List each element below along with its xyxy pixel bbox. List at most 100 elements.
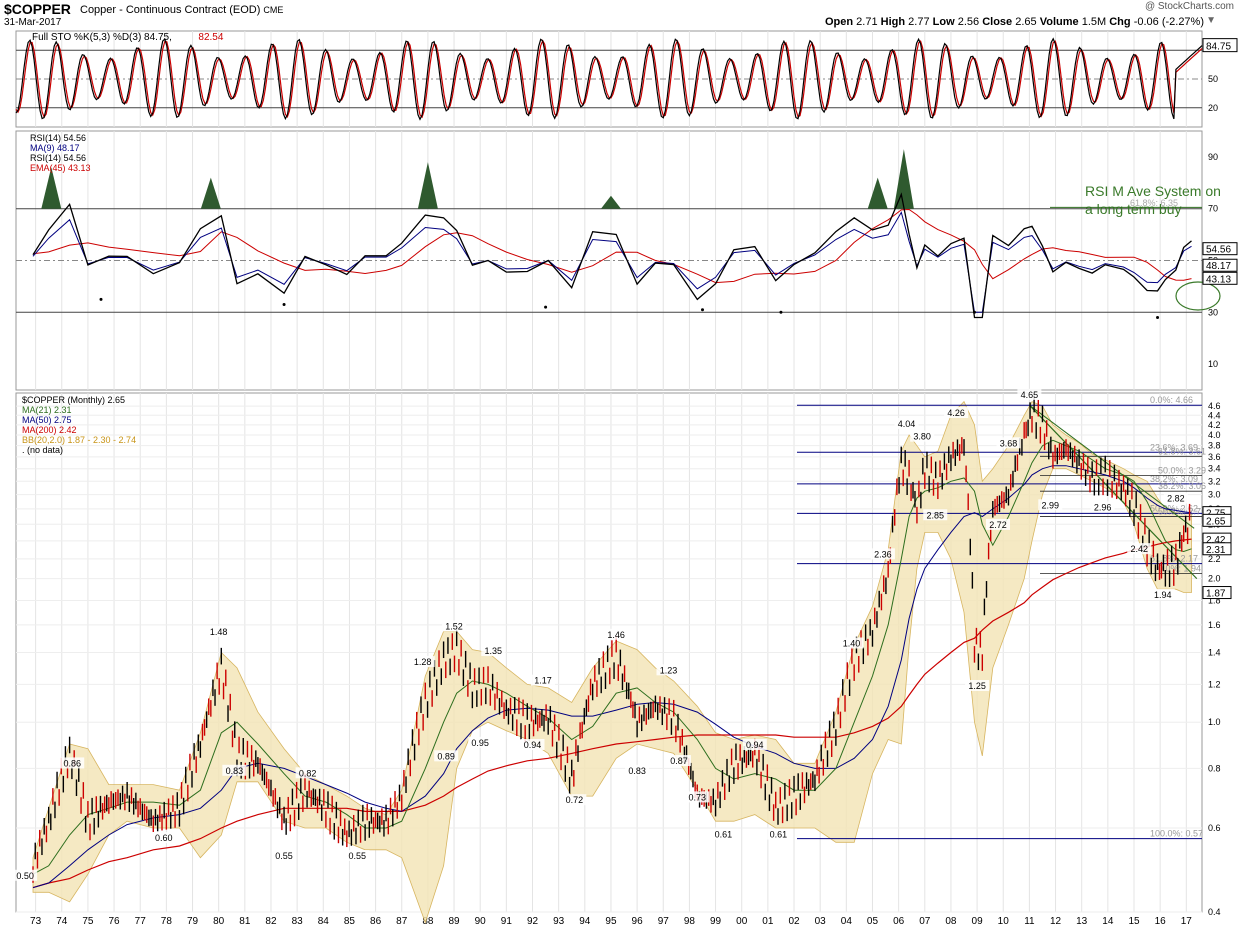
rsi-legend-entry: MA(9) 48.17 [30, 143, 80, 153]
x-tick-label: 16 [1155, 916, 1167, 927]
peak-label-bg [1127, 543, 1152, 555]
peak-label: 2.85 [926, 510, 944, 520]
sto-legend-entry: Full STO %K(5,3) %D(3) 84.75, [32, 32, 172, 43]
peak-label-bg [604, 628, 629, 640]
rsi-low-point [282, 303, 286, 307]
fib-short-label: 0.0%: 1.94 [1158, 564, 1201, 574]
x-tick-label: 89 [448, 916, 460, 927]
price-legend-entry: BB(20,2.0) 1.87 - 2.30 - 2.74 [22, 435, 136, 445]
sto-y-tick-label: 20 [1208, 103, 1218, 113]
rsi-buy-circle [1175, 281, 1221, 311]
x-tick-label: 79 [187, 916, 199, 927]
x-tick-label: 17 [1181, 916, 1193, 927]
peak-label: 1.25 [968, 681, 986, 691]
x-tick-label: 01 [762, 916, 774, 927]
high-label: High [880, 16, 906, 28]
peak-label: 0.87 [670, 756, 688, 766]
peak-label: 1.35 [485, 646, 503, 656]
x-tick-label: 10 [998, 916, 1010, 927]
peak-label-bg [923, 509, 948, 521]
peak-label-bg [468, 736, 493, 748]
rsi-last-value: 43.13 [1206, 274, 1231, 285]
fib-label: 23.6%: 3.69 [1150, 442, 1198, 452]
peak-label-bg [766, 828, 791, 840]
price-bars [32, 395, 1191, 883]
x-tick-label: 08 [945, 916, 957, 927]
peak-label: 2.82 [1167, 493, 1185, 503]
price-last-value-box [1202, 513, 1232, 527]
x-tick-label: 92 [527, 916, 539, 927]
close-label: Close [982, 16, 1013, 28]
peak-label: 4.65 [1021, 390, 1039, 400]
peak-label-bg [295, 767, 320, 779]
peak-label: 0.89 [437, 751, 455, 761]
price-last-value-box [1202, 542, 1232, 556]
peak-label-bg [666, 755, 691, 767]
peak-label: 0.83 [226, 766, 244, 776]
rsi-legend-entry: RSI(14) 54.56 [30, 133, 86, 143]
peak-label: 2.72 [989, 520, 1007, 530]
ohlc-readout: Open 2.71 High 2.77 Low 2.56 Close 2.65 … [825, 16, 1204, 28]
rsi-annotation: RSI M Ave System on [1085, 183, 1221, 199]
rsi-low-point [544, 305, 548, 309]
rsi-low-point [1156, 315, 1160, 319]
peak-label: 0.72 [566, 795, 584, 805]
fib-label: 50.0%: 2.62 [1150, 503, 1198, 513]
peak-label-bg [1038, 499, 1063, 511]
x-tick-label: 99 [710, 916, 722, 927]
sto-y-tick-label: 50 [1208, 74, 1218, 84]
peak-label-bg [1017, 388, 1042, 400]
x-tick-label: 06 [893, 916, 905, 927]
x-tick-label: 83 [292, 916, 304, 927]
rsi-low-point [972, 310, 976, 314]
price-y-tick-label: 2.0 [1208, 574, 1221, 584]
peak-label-bg [206, 625, 231, 637]
peak-label-bg [839, 637, 864, 649]
peak-label: 0.73 [688, 792, 706, 802]
price-legend-entry: $COPPER (Monthly) 2.65 [22, 395, 125, 405]
chart-date: 31-Mar-2017 [4, 17, 62, 28]
rsi-overbought-fill [41, 167, 62, 209]
peak-label: 0.83 [628, 766, 646, 776]
close-value: 2.65 [1015, 16, 1037, 28]
price-y-tick-label: 3.2 [1208, 476, 1221, 486]
exchange-label: CME [263, 5, 284, 15]
peak-label: 2.99 [1042, 500, 1060, 510]
rsi-low-point [779, 310, 783, 314]
peak-label: 0.61 [715, 830, 733, 840]
x-tick-label: 95 [605, 916, 617, 927]
x-tick-label: 82 [265, 916, 277, 927]
fib-short-label: 50.0%: 3.29 [1158, 466, 1206, 476]
peak-label: 1.17 [534, 676, 552, 686]
peak-label: 1.23 [660, 665, 678, 675]
peak-label-bg [944, 406, 969, 418]
fib-label: 0.0%: 4.66 [1150, 395, 1193, 405]
ma200-line [32, 538, 1192, 889]
chg-value: -0.06 (-2.27%) [1133, 16, 1204, 28]
price-legend-entry: MA(21) 2.31 [22, 405, 72, 415]
sto-last-value: 84.75 [1206, 42, 1231, 53]
bollinger-band [32, 400, 1192, 924]
price-legend-entry: MA(200) 2.42 [22, 425, 77, 435]
chevron-down-icon[interactable]: ▼ [1206, 15, 1216, 26]
peak-label: 2.36 [874, 549, 892, 559]
peak-label: 0.60 [155, 833, 173, 843]
price-y-tick-label: 4.2 [1208, 420, 1221, 430]
peak-label-bg [965, 679, 990, 691]
downtrend-line [1028, 404, 1198, 580]
x-tick-label: 94 [579, 916, 591, 927]
peak-label-bg [1163, 492, 1188, 504]
price-y-tick-label: 0.6 [1208, 823, 1221, 833]
peak-label: 1.94 [1154, 590, 1172, 600]
peak-label: 0.94 [524, 740, 542, 750]
x-tick-label: 77 [135, 916, 147, 927]
price-last-value: 2.31 [1206, 545, 1226, 556]
x-tick-label: 04 [841, 916, 853, 927]
x-tick-label: 96 [632, 916, 644, 927]
peak-label-bg [1090, 501, 1115, 513]
rsi-overbought-fill [417, 162, 438, 209]
peak-label-bg [13, 869, 38, 881]
peak-label-bg [481, 645, 506, 657]
